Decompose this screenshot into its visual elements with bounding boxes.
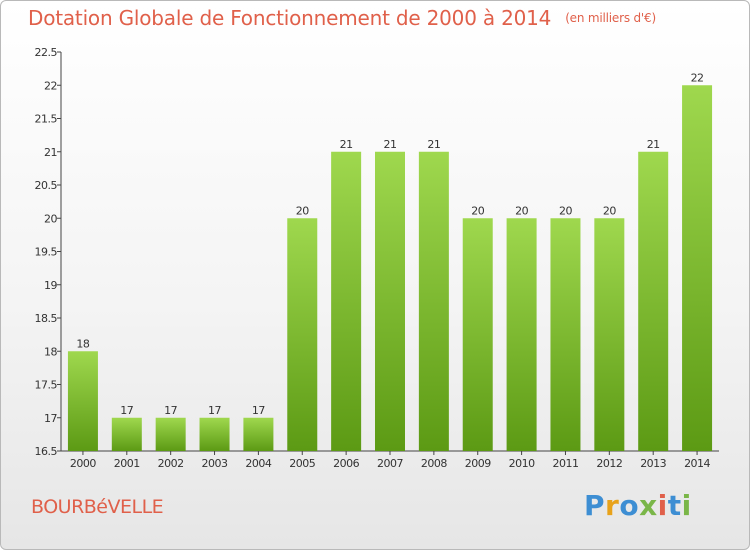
y-tick-label: 18 [44, 345, 57, 358]
data-label: 22 [691, 71, 704, 84]
x-tick-label: 2002 [158, 457, 184, 470]
bar [243, 417, 274, 451]
bar [506, 218, 537, 451]
place-name: BOURBéVELLE [31, 496, 164, 518]
logo-letter: i [657, 489, 668, 522]
x-tick-label: 2001 [114, 457, 140, 470]
logo-letter: P [584, 489, 606, 522]
x-tick-label: 2007 [377, 457, 403, 470]
x-tick-label: 2010 [509, 457, 535, 470]
data-label: 20 [603, 204, 616, 217]
data-label: 17 [164, 404, 177, 417]
y-tick-label: 21 [44, 146, 57, 159]
bar [287, 218, 318, 451]
x-tick-label: 2004 [245, 457, 271, 470]
logo-letter: o [619, 489, 640, 522]
x-tick-label: 2008 [421, 457, 447, 470]
data-label: 20 [296, 204, 309, 217]
y-tick-label: 21.5 [35, 113, 58, 126]
title-text: Dotation Globale de Fonctionnement de 20… [28, 6, 552, 30]
data-label: 21 [384, 138, 397, 151]
logo-letter: t [667, 489, 682, 522]
bar [462, 218, 493, 451]
y-tick-label: 22 [44, 79, 57, 92]
bar [331, 151, 362, 451]
x-tick-label: 2014 [684, 457, 710, 470]
x-tick-label: 2003 [202, 457, 228, 470]
chart-title: Dotation Globale de Fonctionnement de 20… [28, 6, 656, 30]
data-label: 17 [252, 404, 265, 417]
y-tick-label: 18.5 [35, 312, 58, 325]
data-label: 20 [515, 204, 528, 217]
data-label: 20 [471, 204, 484, 217]
y-tick-label: 19.5 [35, 246, 58, 259]
data-label: 21 [340, 138, 353, 151]
x-tick-label: 2012 [596, 457, 622, 470]
unit-label: (en milliers d'€) [565, 11, 656, 25]
data-label: 21 [647, 138, 660, 151]
bar [375, 151, 405, 451]
data-label: 17 [120, 404, 133, 417]
bar [594, 218, 625, 451]
y-tick-label: 20 [44, 212, 57, 225]
y-tick-label: 20.5 [35, 179, 58, 192]
x-tick-label: 2006 [333, 457, 359, 470]
x-tick-label: 2013 [640, 457, 666, 470]
y-tick-label: 17 [44, 412, 57, 425]
data-label: 20 [559, 204, 572, 217]
x-tick-label: 2009 [465, 457, 491, 470]
logo-letter: i [681, 489, 692, 522]
data-label: 18 [76, 337, 89, 350]
bar [638, 151, 669, 451]
x-tick-label: 2011 [552, 457, 578, 470]
bar [682, 85, 713, 451]
y-tick-label: 22.5 [35, 46, 58, 59]
bar [550, 218, 581, 451]
x-tick-label: 2005 [289, 457, 315, 470]
y-tick-label: 16.5 [35, 445, 58, 458]
bar [155, 417, 186, 451]
bar [199, 417, 230, 451]
bar [418, 151, 449, 451]
logo-letter: r [605, 489, 620, 522]
x-tick-label: 2000 [70, 457, 96, 470]
y-tick-label: 19 [44, 279, 57, 292]
y-tick-label: 17.5 [35, 379, 58, 392]
data-label: 21 [427, 138, 440, 151]
data-label: 17 [208, 404, 221, 417]
logo-letter: x [639, 489, 658, 522]
proxiti-logo: Proxiti [584, 489, 692, 522]
bar [67, 351, 98, 451]
bar [111, 417, 142, 451]
